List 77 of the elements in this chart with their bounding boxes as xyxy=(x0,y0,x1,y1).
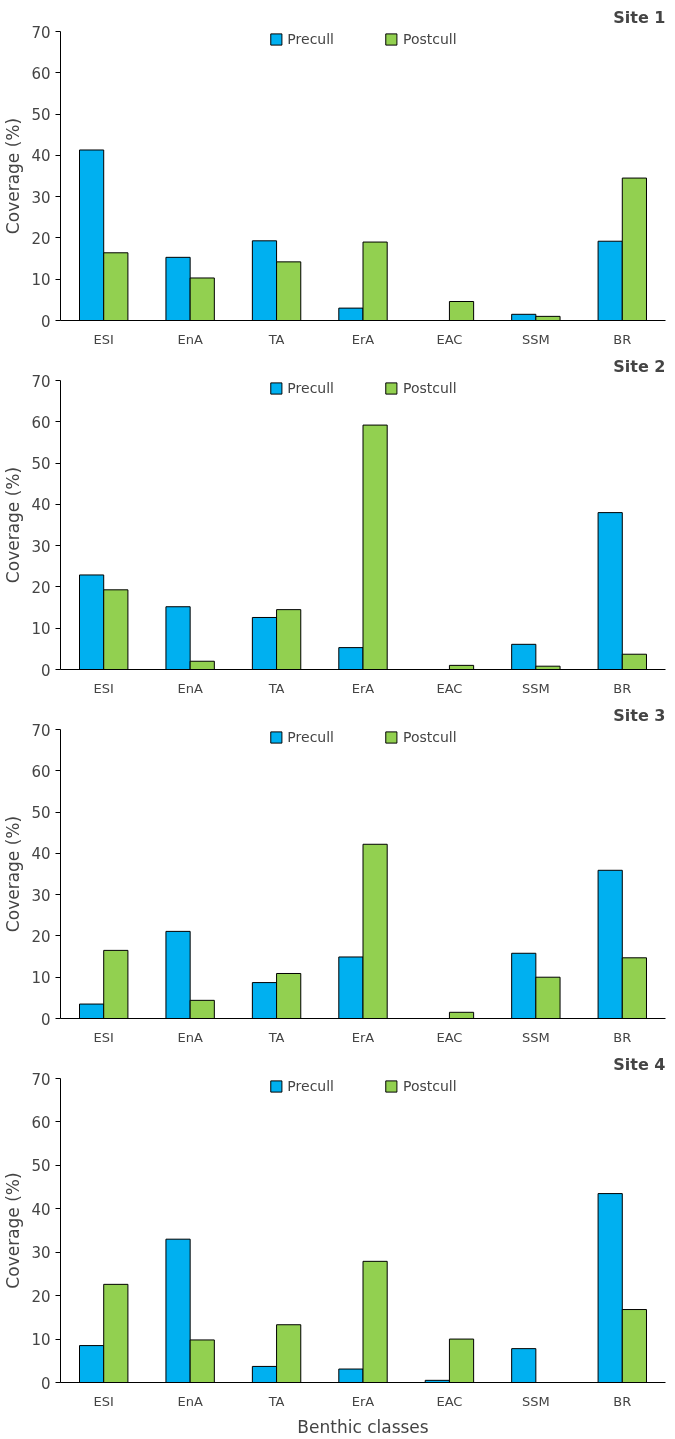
x-tick-label: EnA xyxy=(177,680,203,696)
y-tick-label: 50 xyxy=(31,804,51,823)
x-tick-label: BR xyxy=(613,1029,632,1045)
legend-label: Postcull xyxy=(402,1078,457,1094)
x-tick-label: ErA xyxy=(351,680,375,696)
y-axis-title: Coverage (%) xyxy=(3,1172,24,1289)
x-tick-label: SSM xyxy=(522,680,550,696)
y-axis-title: Coverage (%) xyxy=(3,466,24,584)
chart-title: Site 2 xyxy=(613,356,666,376)
x-tick-label: TA xyxy=(267,1029,285,1045)
y-tick-label: 50 xyxy=(31,1157,51,1176)
x-tick-label: BR xyxy=(613,1393,632,1409)
legend-label: Precull xyxy=(287,380,334,396)
x-tick-label: EnA xyxy=(177,331,203,347)
y-tick-label: 70 xyxy=(31,23,51,42)
y-tick-label: 30 xyxy=(31,886,51,905)
x-tick-label: BR xyxy=(613,331,632,347)
x-tick-label: EAC xyxy=(436,331,463,347)
x-tick-label: EnA xyxy=(177,1393,203,1409)
x-tick-label: ESI xyxy=(93,1393,114,1409)
x-tick-label: ErA xyxy=(351,1393,375,1409)
x-tick-label: TA xyxy=(267,680,285,696)
x-tick-label: SSM xyxy=(522,331,550,347)
x-tick-label: ErA xyxy=(351,1029,375,1045)
y-tick-label: 10 xyxy=(31,969,51,988)
y-tick-label: 0 xyxy=(40,1374,51,1393)
x-tick-label: TA xyxy=(267,1393,285,1409)
x-tick-label: EAC xyxy=(436,1393,463,1409)
x-tick-label: BR xyxy=(613,680,632,696)
x-tick-label: TA xyxy=(267,331,285,347)
y-tick-label: 0 xyxy=(40,1010,51,1029)
x-tick-label: EAC xyxy=(436,680,463,696)
y-axis-title: Coverage (%) xyxy=(3,815,24,933)
y-tick-label: 60 xyxy=(31,64,51,83)
y-tick-label: 20 xyxy=(31,229,51,248)
legend-label: Precull xyxy=(287,31,334,47)
chart-title: Site 3 xyxy=(613,705,666,725)
chart-title: Site 4 xyxy=(613,1054,666,1074)
legend-label: Postcull xyxy=(402,380,457,396)
y-tick-label: 70 xyxy=(31,372,51,391)
y-tick-label: 20 xyxy=(31,927,51,946)
legend-label: Precull xyxy=(287,1078,334,1094)
y-tick-label: 50 xyxy=(31,106,51,125)
y-tick-label: 30 xyxy=(31,537,51,556)
y-tick-label: 10 xyxy=(31,1331,51,1350)
x-tick-label: EAC xyxy=(436,1029,463,1045)
y-tick-label: 40 xyxy=(31,496,51,515)
y-axis-title: Coverage (%) xyxy=(3,117,24,235)
y-tick-label: 40 xyxy=(31,147,51,166)
x-tick-label: EnA xyxy=(177,1029,203,1045)
y-tick-label: 0 xyxy=(40,312,51,331)
legend-label: Precull xyxy=(287,729,334,745)
x-tick-label: ESI xyxy=(93,680,114,696)
y-tick-label: 40 xyxy=(31,1200,51,1219)
y-tick-label: 0 xyxy=(40,661,51,680)
y-tick-label: 70 xyxy=(31,1070,51,1089)
y-tick-label: 60 xyxy=(31,1113,51,1132)
y-tick-label: 70 xyxy=(31,721,51,740)
x-tick-label: ESI xyxy=(93,1029,114,1045)
x-tick-label: SSM xyxy=(522,1029,550,1045)
y-tick-label: 60 xyxy=(31,762,51,781)
y-tick-label: 40 xyxy=(31,845,51,864)
x-tick-label: SSM xyxy=(522,1393,550,1409)
chart-title: Site 1 xyxy=(613,7,666,27)
y-tick-label: 10 xyxy=(31,271,51,290)
x-axis-title: Benthic classes xyxy=(297,1416,429,1437)
y-tick-label: 20 xyxy=(31,1287,51,1306)
y-tick-label: 10 xyxy=(31,620,51,639)
y-tick-label: 20 xyxy=(31,578,51,597)
y-tick-label: 60 xyxy=(31,413,51,432)
x-tick-label: ErA xyxy=(351,331,375,347)
y-tick-label: 30 xyxy=(31,1244,51,1263)
y-tick-label: 30 xyxy=(31,188,51,207)
legend-label: Postcull xyxy=(402,729,457,745)
legend-label: Postcull xyxy=(402,31,457,47)
x-tick-label: ESI xyxy=(93,331,114,347)
y-tick-label: 50 xyxy=(31,455,51,474)
